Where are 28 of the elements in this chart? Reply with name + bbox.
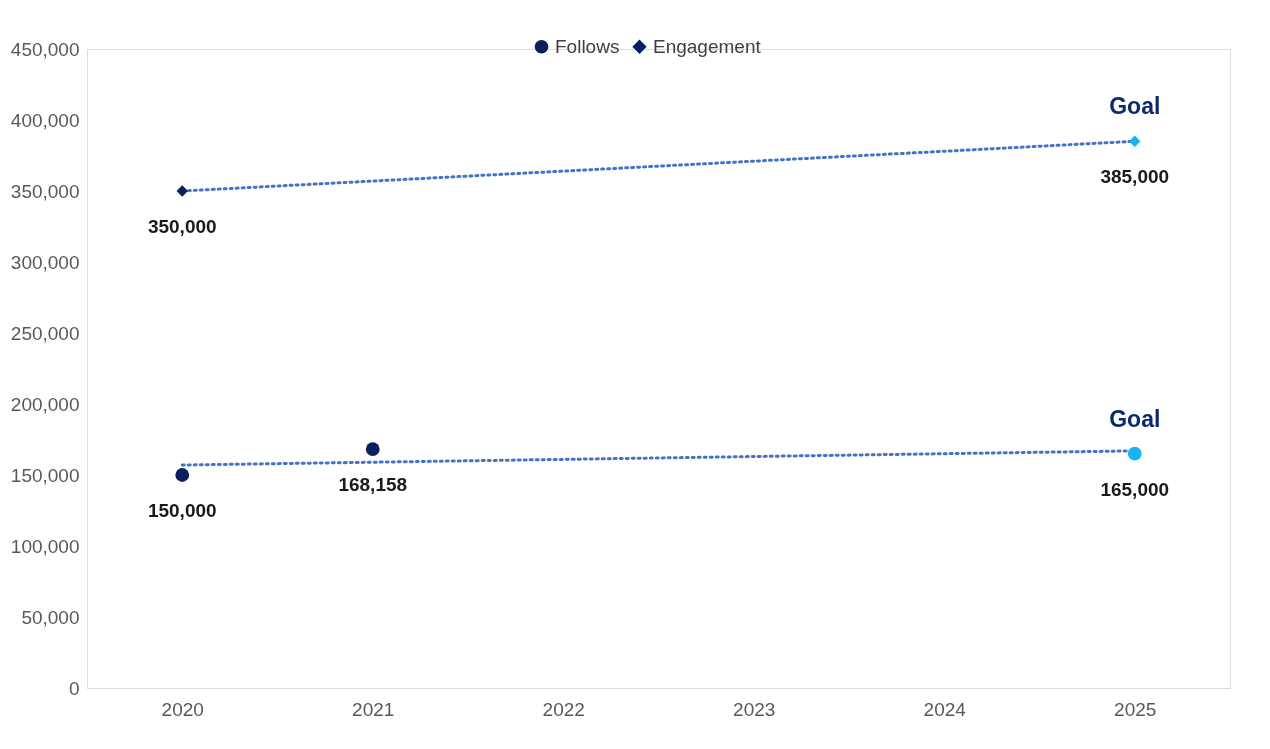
x-tick-label: 2022 <box>542 698 585 720</box>
y-tick-label: 450,000 <box>10 38 80 60</box>
y-tick-label: 350,000 <box>10 180 80 202</box>
annotation: Goal <box>1109 405 1161 432</box>
y-tick-label: 50,000 <box>21 606 80 628</box>
data-label: 350,000 <box>147 216 217 237</box>
y-tick-label: 150,000 <box>10 464 80 486</box>
y-tick-label: 400,000 <box>10 109 80 131</box>
point <box>175 468 190 482</box>
x-tick-label: 2023 <box>733 698 776 720</box>
y-tick-label: 250,000 <box>10 322 80 344</box>
y-tick-label: 200,000 <box>10 393 80 415</box>
data-label: 150,000 <box>147 500 217 521</box>
legend-label: Follows <box>555 35 620 57</box>
legend-label: Engagement <box>653 35 762 57</box>
annotation: Goal <box>1109 93 1161 120</box>
point <box>365 442 380 457</box>
y-tick-label: 300,000 <box>10 251 80 273</box>
x-tick-label: 2020 <box>161 698 204 720</box>
y-tick-label: 0 <box>68 677 80 699</box>
x-tick-label: 2021 <box>352 698 395 720</box>
point <box>1129 135 1141 147</box>
x-tick-label: 2025 <box>1114 698 1157 720</box>
data-label: 168,158 <box>338 474 408 496</box>
data-label: 385,000 <box>1100 166 1170 188</box>
y-tick-label: 100,000 <box>10 535 80 557</box>
x-tick-label: 2024 <box>923 698 967 720</box>
data-label: 165,000 <box>1100 478 1170 500</box>
